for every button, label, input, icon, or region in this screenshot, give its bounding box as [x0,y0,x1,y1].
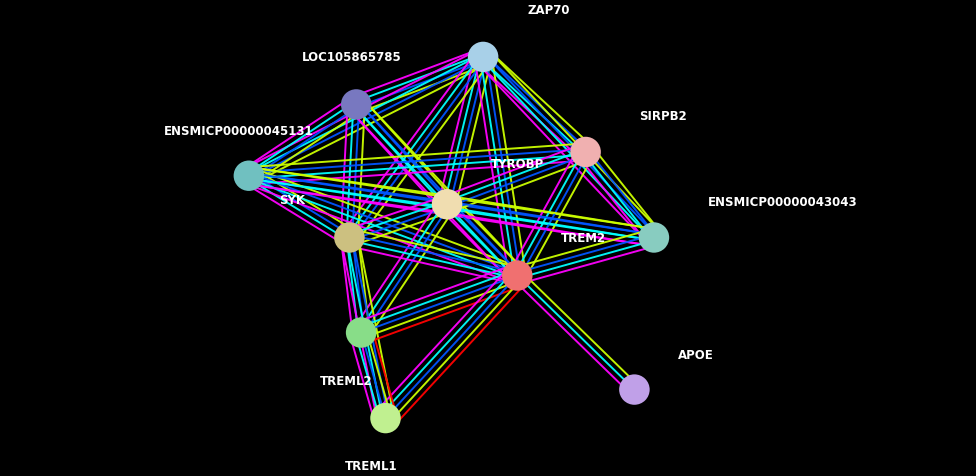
Circle shape [638,223,670,253]
Circle shape [233,161,264,191]
Text: TYROBP: TYROBP [491,158,545,171]
Text: APOE: APOE [678,348,714,361]
Text: SIRPB2: SIRPB2 [639,110,687,123]
Text: ZAP70: ZAP70 [527,3,570,17]
Circle shape [334,223,365,253]
Circle shape [346,317,377,348]
Text: ENSMICP00000045131: ENSMICP00000045131 [164,125,314,138]
Circle shape [619,375,650,405]
Text: ENSMICP00000043043: ENSMICP00000043043 [708,196,857,208]
Circle shape [468,43,499,73]
Text: LOC105865785: LOC105865785 [302,51,401,64]
Text: TREML1: TREML1 [345,459,397,473]
Circle shape [341,90,372,120]
Text: TREML2: TREML2 [320,374,373,387]
Circle shape [431,189,463,220]
Circle shape [370,403,401,433]
Text: SYK: SYK [279,193,305,206]
Circle shape [570,138,601,168]
Text: TREM2: TREM2 [561,231,606,244]
Circle shape [502,261,533,291]
